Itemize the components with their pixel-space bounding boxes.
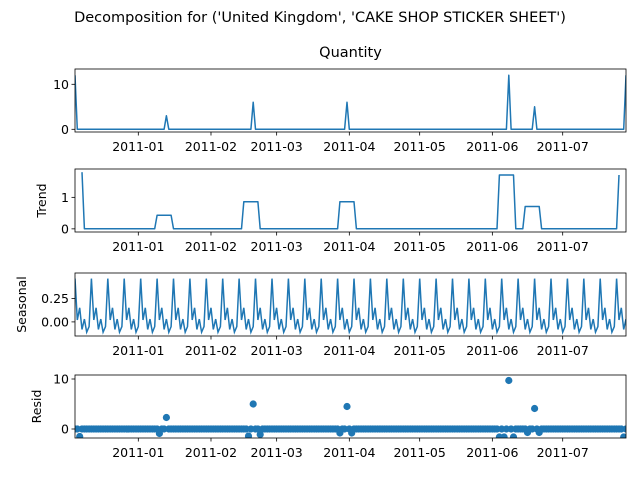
panel-observed: 0 10 2011-01 2011-02 2011-03 2011-04 2011-05 20… [53, 45, 627, 154]
x-tick-label: 2011-01 [112, 239, 164, 254]
x-tick-label: 2011-07 [537, 445, 589, 460]
x-tick-label: 2011-02 [185, 445, 237, 460]
x-tick-label: 2011-05 [394, 139, 446, 154]
plot-area [81, 172, 620, 230]
y-axis-label: Seasonal [14, 276, 29, 333]
resid-point [155, 429, 163, 438]
panel-resid: 0 10 2011-01 2011-02 2011-03 2011-04 2011-05 20… [29, 372, 627, 460]
resid-point [343, 402, 351, 411]
x-tick-label: 2011-05 [394, 445, 446, 460]
y-axis-label: Resid [29, 390, 44, 424]
x-tick-label: 2011-03 [251, 239, 303, 254]
panel-trend: 0 1 2011-01 2011-02 2011-03 2011-04 2011-05 201… [34, 168, 627, 254]
y-tick-label: 0 [61, 221, 69, 236]
resid-point [76, 432, 84, 438]
axes-frame [74, 68, 627, 133]
y-tick-label: 1 [61, 190, 69, 205]
y-axis-label: Trend [34, 183, 49, 218]
resid-point [531, 404, 539, 413]
x-tick-label: 2011-02 [185, 343, 237, 358]
y-tick-label: 10 [53, 372, 69, 387]
plot-area [75, 278, 626, 335]
figure-title: Decomposition for ('United Kingdom', 'CA… [74, 10, 566, 26]
x-tick-label: 2011-05 [394, 239, 446, 254]
x-tick-label: 2011-04 [323, 139, 375, 154]
panel-title: Quantity [319, 45, 382, 61]
y-tick-label: 0 [61, 422, 69, 437]
y-tick-label: 0.25 [41, 291, 69, 306]
resid-point [336, 429, 344, 437]
x-tick-label: 2011-01 [112, 445, 164, 460]
plot-area [75, 376, 626, 438]
panel-seasonal: 0.00 0.25 2011-01 2011-02 2011-03 2011-04 2011… [14, 272, 627, 358]
resid-point [622, 425, 626, 433]
x-tick-label: 2011-05 [394, 343, 446, 358]
x-tick-label: 2011-01 [112, 343, 164, 358]
trend-line [81, 172, 620, 230]
axes-frame [74, 374, 627, 439]
x-tick-label: 2011-04 [323, 445, 375, 460]
x-tick-label: 2011-03 [251, 445, 303, 460]
x-tick-label: 2011-04 [323, 239, 375, 254]
seasonal-line [75, 278, 626, 335]
resid-point [500, 433, 508, 438]
resid-point [244, 432, 253, 438]
x-tick-label: 2011-06 [466, 445, 518, 460]
x-tick-label: 2011-01 [112, 139, 164, 154]
x-tick-label: 2011-03 [251, 139, 303, 154]
axes-frame [74, 168, 627, 233]
x-tick-label: 2011-02 [185, 139, 237, 154]
y-tick-label: 10 [53, 77, 69, 92]
x-tick-label: 2011-06 [466, 139, 518, 154]
y-tick-label: 0 [61, 122, 69, 137]
x-tick-label: 2011-07 [537, 139, 589, 154]
x-tick-label: 2011-07 [537, 343, 589, 358]
axes-frame [74, 272, 627, 337]
x-tick-label: 2011-04 [323, 343, 375, 358]
resid-point [535, 428, 543, 437]
observed-line [75, 74, 626, 131]
plot-area [75, 74, 626, 131]
resid-point [509, 433, 518, 438]
x-tick-label: 2011-06 [466, 343, 518, 358]
resid-point [256, 430, 264, 438]
resid-point [348, 429, 356, 437]
resid-point [505, 376, 513, 385]
x-tick-label: 2011-06 [466, 239, 518, 254]
resid-point [162, 413, 170, 422]
y-tick-label: 0.00 [41, 314, 69, 329]
resid-point [620, 433, 626, 438]
x-tick-label: 2011-03 [251, 343, 303, 358]
x-tick-label: 2011-02 [185, 239, 237, 254]
x-tick-label: 2011-07 [537, 239, 589, 254]
resid-point [249, 400, 257, 408]
resid-point [523, 428, 532, 437]
